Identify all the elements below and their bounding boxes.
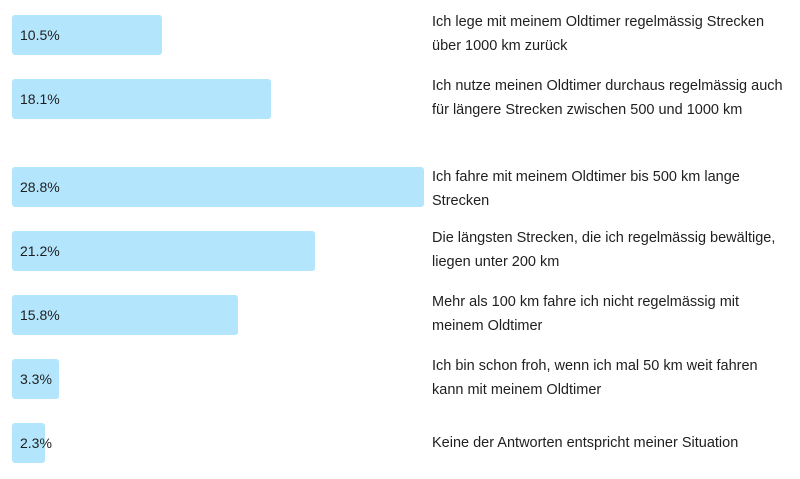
data-label: 3.3%: [20, 371, 52, 387]
bar: [12, 231, 315, 271]
category-label: Ich nutze meinen Oldtimer durchaus regel…: [432, 78, 783, 118]
bar: [12, 359, 59, 399]
category-label: Die längsten Strecken, die ich regelmäss…: [432, 230, 776, 270]
category-label: Ich bin schon froh, wenn ich mal 50 km w…: [432, 358, 758, 398]
category-label: Ich lege mit meinem Oldtimer regelmässig…: [432, 14, 765, 54]
bar: [12, 15, 162, 55]
category-label: Mehr als 100 km fahre ich nicht regelmäs…: [432, 294, 740, 334]
category-label: Keine der Antworten entspricht meiner Si…: [432, 435, 739, 451]
data-label: 28.8%: [20, 179, 60, 195]
bar: [12, 295, 238, 335]
bar: [12, 423, 45, 463]
data-label: 10.5%: [20, 27, 60, 43]
category-label: Ich fahre mit meinem Oldtimer bis 500 km…: [432, 169, 740, 209]
bar: [12, 79, 271, 119]
data-label: 2.3%: [20, 435, 52, 451]
data-label: 15.8%: [20, 307, 60, 323]
data-label: 18.1%: [20, 91, 60, 107]
data-label: 21.2%: [20, 243, 60, 259]
bar: [12, 167, 424, 207]
